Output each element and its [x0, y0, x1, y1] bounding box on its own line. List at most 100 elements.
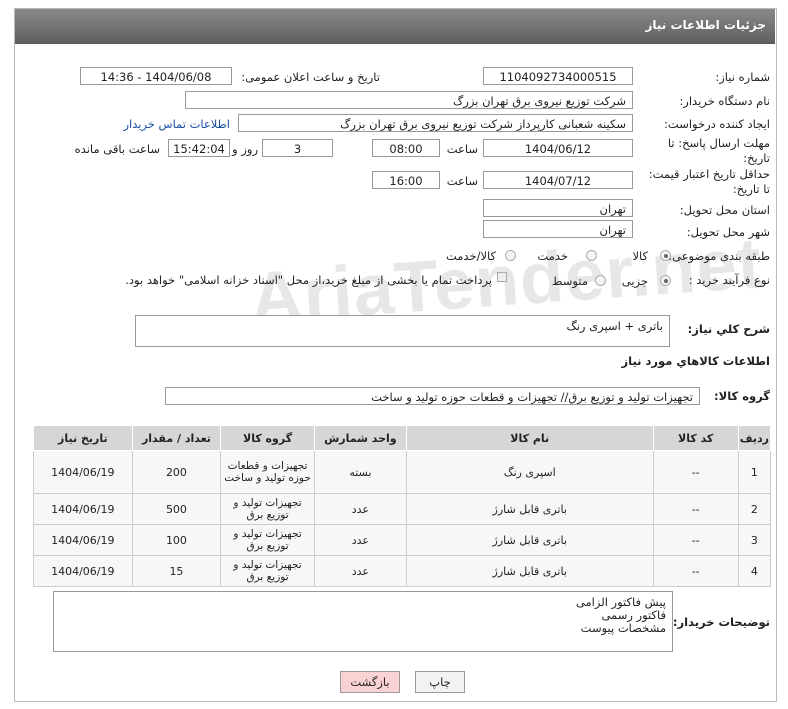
field-value: تهران [483, 220, 633, 238]
days-value: 3 [262, 139, 333, 157]
table-cell: -- [652, 555, 739, 587]
notes-box: پیش فاکتور الزامی فاکتور رسمی مشخصات پیو… [53, 591, 673, 652]
section-title: اطلاعات كالاهاي مورد نياز [621, 354, 770, 368]
table-row: 2 -- باتری قابل شارژ عدد تجهیزات تولید و توز… [33, 493, 772, 525]
field-label: حداقل تاریخ اعتبار قیمت: [648, 167, 770, 181]
table-cell: 1404/06/19 [33, 555, 133, 587]
table-cell: 2 [737, 493, 772, 525]
contact-link[interactable]: اطلاعات تماس خریدار [123, 117, 230, 131]
time-value: 08:00 [372, 139, 440, 157]
th: تعداد / مقدار [131, 425, 222, 451]
date-value: 1404/07/12 [483, 171, 633, 189]
field-value: 1404/06/08 - 14:36 [80, 67, 232, 85]
table-header: ردیف کد کالا نام کالا واحد شمارش گروه کا… [33, 425, 772, 451]
days-label: روز و [232, 142, 258, 156]
th: تاریخ نیاز [33, 425, 133, 451]
header-title: جزئیات اطلاعات نیاز [645, 18, 766, 32]
table-cell: عدد [313, 524, 407, 556]
note-line: پیش فاکتور الزامی [575, 595, 666, 609]
radio[interactable] [586, 250, 597, 261]
table-cell: باتری قابل شارژ [405, 555, 654, 587]
table-cell: -- [652, 493, 739, 525]
back-button[interactable]: بازگشت [340, 671, 400, 693]
table-cell: عدد [313, 493, 407, 525]
note-line: فاکتور رسمی [601, 608, 666, 622]
time-label: ساعت [446, 142, 478, 156]
table-cell: 1404/06/19 [33, 450, 133, 494]
radio-label: جزیی [621, 274, 648, 288]
table-cell: بسته [313, 450, 407, 494]
table-cell: 1 [737, 450, 772, 494]
field-label: تاریخ: [743, 151, 770, 165]
th: ردیف [737, 425, 772, 451]
radio-label: متوسط [551, 274, 588, 288]
table-cell: باتری قابل شارژ [405, 524, 654, 556]
table-row: 4 -- باتری قابل شارژ عدد تجهیزات تولید و توز… [33, 555, 772, 587]
radio[interactable] [595, 275, 606, 286]
field-label: طبقه بندی موضوعی: [668, 249, 770, 263]
goods-table: ردیف کد کالا نام کالا واحد شمارش گروه کا… [33, 425, 772, 587]
field-value: شرکت توزیع نیروی برق تهران بزرگ [185, 91, 633, 109]
checkbox-label: پرداخت تمام یا بخشی از مبلغ خرید،از محل … [125, 273, 492, 287]
time-label: ساعت [446, 174, 478, 188]
panel [14, 8, 777, 702]
table-cell: باتری قابل شارژ [405, 493, 654, 525]
table-cell: 1404/06/19 [33, 493, 133, 525]
field-label: شرح كلي نياز: [687, 322, 770, 336]
description-box: باتری + اسپری رنگ [135, 315, 670, 347]
header-bar [15, 9, 775, 44]
print-button[interactable]: چاپ [415, 671, 465, 693]
table-cell: 3 [737, 524, 772, 556]
table-cell: 1404/06/19 [33, 524, 133, 556]
field-label: مهلت ارسال پاسخ: تا [667, 136, 770, 150]
field-label: ایجاد کننده درخواست: [664, 117, 770, 131]
field-label: تاریخ و ساعت اعلان عمومی: [241, 70, 380, 84]
field-label: شماره نیاز: [715, 70, 770, 84]
table-row: 3 -- باتری قابل شارژ عدد تجهیزات تولید و توز… [33, 524, 772, 556]
radio[interactable] [660, 250, 671, 261]
field-value: تهران [483, 199, 633, 217]
th: نام کالا [405, 425, 654, 451]
checkbox[interactable] [497, 272, 507, 282]
field-label: تا تاریخ: [732, 182, 770, 196]
field-label: گروه کالا: [714, 389, 770, 403]
table-cell: تجهیزات تولید و توزیع برق [220, 524, 315, 556]
table-cell: 100 [131, 524, 222, 556]
field-label: استان محل تحویل: [679, 203, 770, 217]
table-cell: عدد [313, 555, 407, 587]
group-value: تجهیزات تولید و توزیع برق// تجهیزات و قط… [165, 387, 700, 405]
th: گروه کالا [220, 425, 315, 451]
date-value: 1404/06/12 [483, 139, 633, 157]
table-cell: -- [652, 524, 739, 556]
field-value: 1104092734000515 [483, 67, 633, 85]
radio-label: کالا/خدمت [445, 249, 496, 263]
table-row: 1 -- اسپری رنگ بسته تجهیزات و قطعات حوزه تول… [33, 450, 772, 494]
table-cell: 200 [131, 450, 222, 494]
remaining-value: 15:42:04 [168, 139, 230, 157]
table-cell: -- [652, 450, 739, 494]
radio[interactable] [660, 275, 671, 286]
radio-label: کالا [632, 249, 648, 263]
field-label: نوع فرآیند خرید : [688, 273, 770, 287]
field-value: سکینه شعبانی کارپرداز شرکت توزیع نیروی ب… [238, 114, 633, 132]
time-value: 16:00 [372, 171, 440, 189]
table-cell: اسپری رنگ [405, 450, 654, 494]
remaining-label: ساعت باقی مانده [74, 142, 160, 156]
field-label: شهر محل تحویل: [686, 225, 770, 239]
table-cell: تجهیزات تولید و توزیع برق [220, 555, 315, 587]
table-body: 1 -- اسپری رنگ بسته تجهیزات و قطعات حوزه تول… [33, 450, 772, 587]
note-line: مشخصات پیوست [580, 621, 666, 635]
table-cell: تجهیزات و قطعات حوزه تولید و ساخت [220, 450, 315, 494]
table-cell: 500 [131, 493, 222, 525]
radio[interactable] [505, 250, 516, 261]
table-cell: 4 [737, 555, 772, 587]
table-cell: تجهیزات تولید و توزیع برق [220, 493, 315, 525]
th: واحد شمارش [313, 425, 407, 451]
radio-label: خدمت [537, 249, 568, 263]
field-label: نام دستگاه خریدار: [679, 94, 770, 108]
th: کد کالا [652, 425, 739, 451]
field-label: توضیحات خریدار: [672, 615, 770, 629]
